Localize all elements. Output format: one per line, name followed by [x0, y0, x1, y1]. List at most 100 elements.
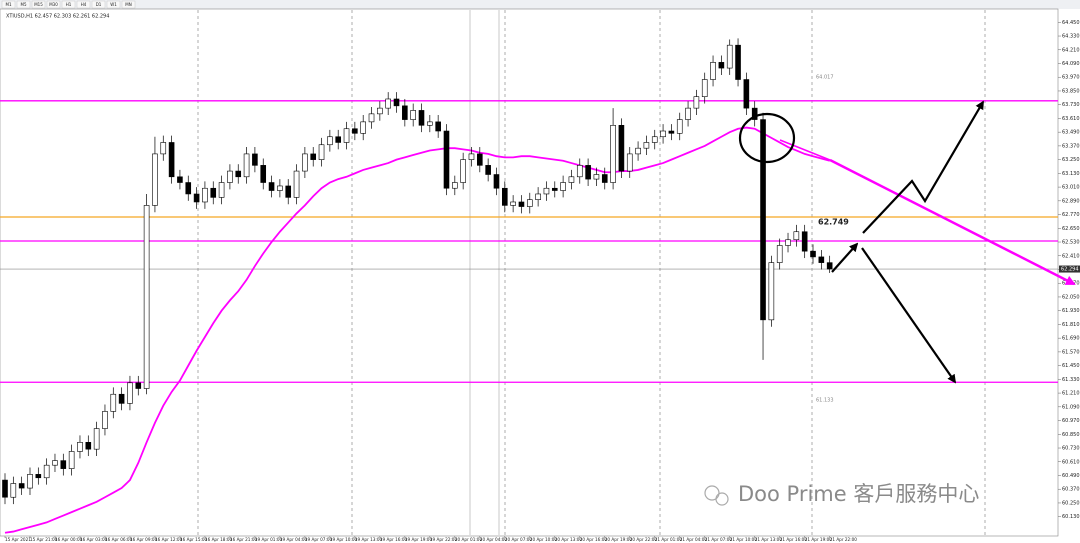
x-tick-label: 21 Apr 19:00 [805, 537, 833, 542]
candle-body [10, 483, 17, 498]
candle-body [85, 442, 92, 450]
tab-label[interactable]: M30 [49, 2, 58, 7]
candle-body [227, 170, 233, 183]
tab-label[interactable]: H1 [66, 2, 72, 7]
tab[interactable] [16, 0, 31, 9]
chart-header: XTIUSD,H1 62.457 62.303 62.261 62.294 [6, 14, 109, 20]
arrow [861, 247, 957, 384]
tab[interactable] [106, 0, 121, 9]
candle-body [701, 79, 708, 97]
x-tick-label: 20 Apr 07:00 [505, 537, 533, 542]
x-tick-label: 16 Apr 21:00 [230, 537, 258, 542]
candle-body [726, 44, 733, 69]
y-tick-label: 63.130 [1062, 171, 1080, 177]
candle-body [160, 142, 167, 155]
tab-label[interactable]: H4 [81, 2, 87, 7]
tab[interactable] [46, 0, 61, 9]
plot-frame [0, 8, 1059, 537]
candle-body [268, 182, 275, 191]
candle-body [501, 187, 508, 206]
candle-body [118, 393, 125, 404]
candle-body [493, 174, 500, 189]
candle-body [743, 79, 750, 109]
tab-label[interactable]: M1 [6, 2, 12, 7]
candle-body [335, 136, 342, 143]
candle-body [710, 62, 716, 80]
candle-body [793, 231, 800, 241]
candle-body [402, 105, 408, 120]
y-tick-label: 61.210 [1062, 391, 1080, 397]
y-tick-label: 61.930 [1062, 308, 1080, 314]
y-tick-label: 62.890 [1062, 198, 1080, 204]
x-tick-label: 16 Apr 15:00 [180, 537, 208, 542]
chart-layer: 64.450 64.330 64.210 64.090 63.970 63.850 63.7… [0, 20, 1080, 542]
tab[interactable] [121, 0, 136, 9]
y-tick-label: 62.650 [1062, 226, 1080, 232]
candle-body [551, 187, 558, 191]
candle-body [818, 256, 825, 263]
y-tick-label: 60.490 [1062, 473, 1080, 479]
tab-label[interactable]: MN [125, 2, 131, 7]
candle-body [427, 121, 433, 126]
candle-body [27, 474, 33, 489]
tab-label[interactable]: D1 [96, 2, 102, 7]
candle-body [468, 153, 475, 160]
candle-body [327, 136, 333, 146]
y-tick-label: 60.250 [1062, 500, 1080, 506]
arrow [831, 242, 859, 273]
candle-body [410, 110, 416, 120]
x-tick-label: 15 Apr 2021 [5, 537, 31, 542]
x-tick-label: 21 Apr 13:00 [755, 537, 783, 542]
candle-body [676, 119, 683, 134]
candle-body [751, 107, 758, 120]
y-tick-label: 62.410 [1062, 253, 1080, 259]
x-tick-label: 21 Apr 01:00 [655, 537, 683, 542]
moving-average [4, 126, 830, 534]
candle-body [93, 428, 100, 450]
candle-body [477, 153, 483, 166]
candle-body [52, 460, 58, 466]
candle-body [385, 98, 391, 109]
tab[interactable] [1, 0, 16, 9]
y-tick-label: 61.810 [1062, 322, 1080, 328]
tab[interactable] [61, 0, 76, 9]
candle-body [2, 479, 8, 498]
current-price-label: 62.294 [1061, 267, 1079, 273]
candle-body [343, 128, 350, 143]
candle-body [651, 136, 658, 143]
candle-body [210, 187, 217, 198]
candle-body [360, 121, 366, 134]
y-tick-label: 60.850 [1062, 432, 1080, 438]
candle-body [735, 44, 741, 80]
candle-body [252, 153, 258, 166]
candle-body [568, 176, 575, 183]
candle-body [277, 185, 283, 191]
x-tick-label: 20 Apr 01:00 [455, 537, 483, 542]
x-tick-label: 20 Apr 16:00 [580, 537, 608, 542]
x-tick-label: 15 Apr 21:00 [30, 537, 58, 542]
tab-label[interactable]: W1 [110, 2, 117, 7]
candle-body [801, 231, 808, 252]
candle-body [127, 382, 133, 404]
candle-body [235, 170, 242, 178]
candle-body [526, 199, 533, 207]
candle-body [302, 153, 308, 172]
tab-label[interactable]: M15 [34, 2, 43, 7]
y-tick-label: 64.450 [1062, 20, 1080, 26]
candle-body [218, 182, 225, 198]
x-tick-label: 19 Apr 01:00 [255, 537, 283, 542]
candle-body [202, 187, 208, 203]
tab[interactable] [76, 0, 91, 9]
tab[interactable] [31, 0, 46, 9]
tab[interactable] [91, 0, 106, 9]
toolbar [0, 0, 1080, 9]
candle-body [443, 130, 450, 189]
candle-body [543, 187, 550, 195]
x-tick-label: 19 Apr 07:00 [305, 537, 333, 542]
tab-label[interactable]: M5 [21, 2, 27, 7]
candle-body [285, 185, 292, 198]
candle-body [810, 250, 816, 258]
watermark-icon [715, 492, 729, 506]
x-tick-label: 20 Apr 13:00 [555, 537, 583, 542]
